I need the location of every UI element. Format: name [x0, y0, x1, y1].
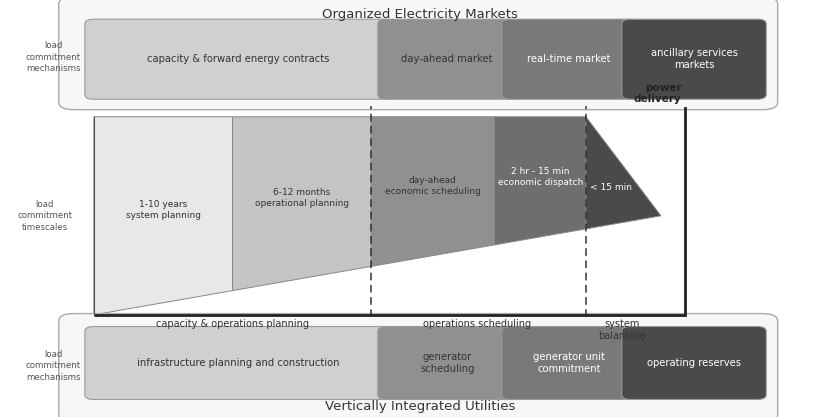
Text: capacity & forward energy contracts: capacity & forward energy contracts [148, 54, 330, 64]
Text: system
balancing: system balancing [598, 319, 645, 341]
FancyBboxPatch shape [502, 19, 636, 99]
FancyBboxPatch shape [622, 19, 766, 99]
Text: < 15 min: < 15 min [590, 183, 632, 192]
Text: Organized Electricity Markets: Organized Electricity Markets [322, 8, 518, 21]
FancyBboxPatch shape [622, 327, 766, 399]
Text: ancillary services
markets: ancillary services markets [650, 48, 738, 70]
Text: capacity & operations planning: capacity & operations planning [156, 319, 309, 329]
Text: infrastructure planning and construction: infrastructure planning and construction [137, 358, 340, 368]
Text: load
commitment
mechanisms: load commitment mechanisms [25, 350, 81, 382]
FancyBboxPatch shape [378, 327, 517, 399]
Text: day-ahead market: day-ahead market [401, 54, 493, 64]
FancyBboxPatch shape [378, 19, 517, 99]
Polygon shape [233, 117, 371, 291]
Polygon shape [94, 117, 233, 315]
Text: 2 hr - 15 min
economic dispatch: 2 hr - 15 min economic dispatch [498, 167, 583, 187]
Text: 6-12 months
operational planning: 6-12 months operational planning [255, 188, 349, 208]
FancyBboxPatch shape [85, 19, 392, 99]
Text: 1-10 years
system planning: 1-10 years system planning [126, 200, 201, 220]
Text: Vertically Integrated Utilities: Vertically Integrated Utilities [325, 400, 516, 413]
Polygon shape [494, 117, 586, 245]
Polygon shape [586, 117, 661, 229]
FancyBboxPatch shape [59, 0, 778, 110]
FancyBboxPatch shape [59, 314, 778, 417]
Text: operating reserves: operating reserves [647, 358, 741, 368]
Text: load
commitment
timescales: load commitment timescales [17, 200, 73, 232]
Polygon shape [371, 117, 494, 266]
FancyBboxPatch shape [85, 327, 392, 399]
Text: operations scheduling: operations scheduling [424, 319, 531, 329]
Text: generator
scheduling: generator scheduling [420, 352, 474, 374]
Text: generator unit
commitment: generator unit commitment [533, 352, 605, 374]
Text: load
commitment
mechanisms: load commitment mechanisms [25, 41, 81, 73]
Text: power
delivery: power delivery [634, 83, 681, 104]
Text: real-time market: real-time market [527, 54, 611, 64]
Text: day-ahead
economic scheduling: day-ahead economic scheduling [385, 176, 481, 196]
FancyBboxPatch shape [502, 327, 636, 399]
